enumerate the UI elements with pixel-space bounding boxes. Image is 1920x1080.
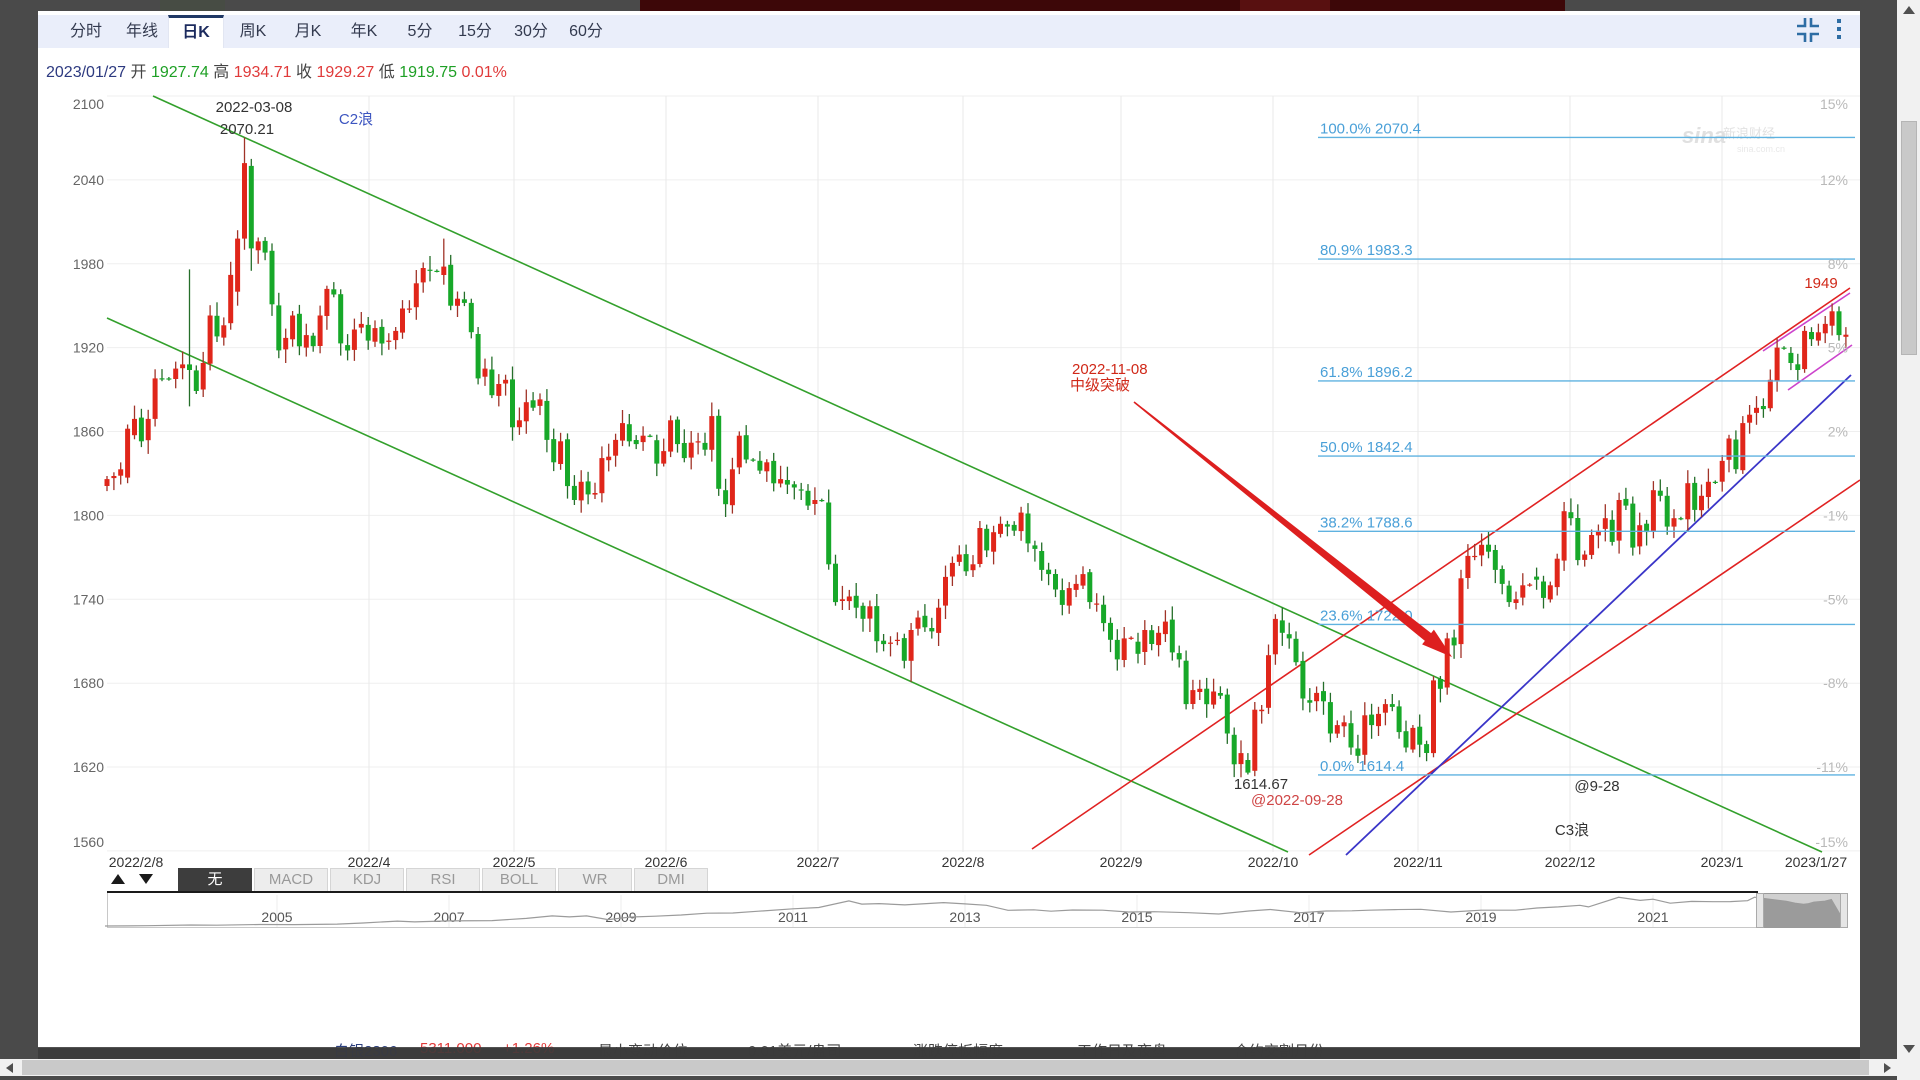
svg-text:2022-11-08: 2022-11-08 xyxy=(1072,361,1148,378)
svg-text:2011: 2011 xyxy=(778,909,808,925)
svg-text:2013: 2013 xyxy=(949,909,980,925)
svg-text:2005: 2005 xyxy=(261,909,292,925)
svg-text:2022-03-08: 2022-03-08 xyxy=(216,99,293,116)
svg-text:-5%: -5% xyxy=(1823,591,1848,607)
svg-text:sina: sina xyxy=(1682,123,1726,148)
svg-text:2070.21: 2070.21 xyxy=(220,121,274,138)
svg-text:C3浪: C3浪 xyxy=(1555,822,1589,839)
svg-text:2%: 2% xyxy=(1828,424,1848,440)
svg-text:1614.67: 1614.67 xyxy=(1234,776,1288,793)
svg-text:2022/2/8: 2022/2/8 xyxy=(109,854,164,870)
svg-text:2022/7: 2022/7 xyxy=(797,854,840,870)
svg-text:38.2% 1788.6: 38.2% 1788.6 xyxy=(1320,514,1413,531)
svg-text:5%: 5% xyxy=(1828,340,1848,356)
svg-text:@2022-09-28: @2022-09-28 xyxy=(1251,792,1343,809)
svg-text:100.0% 2070.4: 100.0% 2070.4 xyxy=(1320,120,1421,137)
svg-text:2007: 2007 xyxy=(433,909,464,925)
svg-text:2022/6: 2022/6 xyxy=(645,854,688,870)
svg-text:-15%: -15% xyxy=(1815,834,1848,850)
svg-text:12%: 12% xyxy=(1820,172,1848,188)
svg-text:15%: 15% xyxy=(1820,96,1848,112)
svg-text:-1%: -1% xyxy=(1823,507,1848,523)
svg-text:2022/9: 2022/9 xyxy=(1100,854,1143,870)
svg-text:sina.com.cn: sina.com.cn xyxy=(1737,144,1785,154)
svg-text:C2浪: C2浪 xyxy=(339,111,373,128)
svg-text:0.0% 1614.4: 0.0% 1614.4 xyxy=(1320,758,1404,775)
svg-text:61.8% 1896.2: 61.8% 1896.2 xyxy=(1320,364,1413,381)
svg-text:8%: 8% xyxy=(1828,256,1848,272)
svg-text:2023/1: 2023/1 xyxy=(1701,854,1744,870)
svg-text:-11%: -11% xyxy=(1816,759,1848,775)
svg-text:2019: 2019 xyxy=(1465,909,1496,925)
svg-text:2009: 2009 xyxy=(605,909,636,925)
svg-text:1620: 1620 xyxy=(73,759,104,775)
svg-text:-8%: -8% xyxy=(1823,675,1848,691)
svg-text:2022/11: 2022/11 xyxy=(1393,854,1443,870)
svg-text:1980: 1980 xyxy=(73,256,104,272)
svg-text:2022/8: 2022/8 xyxy=(942,854,985,870)
svg-text:2021: 2021 xyxy=(1637,909,1668,925)
svg-text:2022/12: 2022/12 xyxy=(1545,854,1596,870)
svg-text:2023/1/27: 2023/1/27 xyxy=(1785,854,1847,870)
svg-text:1860: 1860 xyxy=(73,424,104,440)
svg-text:2015: 2015 xyxy=(1121,909,1152,925)
svg-text:80.9% 1983.3: 80.9% 1983.3 xyxy=(1320,242,1413,259)
svg-text:2022/5: 2022/5 xyxy=(493,854,536,870)
svg-text:1949: 1949 xyxy=(1804,275,1837,292)
svg-text:@9-28: @9-28 xyxy=(1574,778,1619,795)
svg-text:中级突破: 中级突破 xyxy=(1070,377,1130,394)
svg-text:1920: 1920 xyxy=(73,340,104,356)
svg-text:2022/10: 2022/10 xyxy=(1248,854,1299,870)
svg-text:2100: 2100 xyxy=(73,96,104,112)
svg-text:1800: 1800 xyxy=(73,507,104,523)
svg-text:2040: 2040 xyxy=(73,172,104,188)
svg-text:1560: 1560 xyxy=(73,834,104,850)
svg-text:1740: 1740 xyxy=(73,591,104,607)
svg-text:1680: 1680 xyxy=(73,675,104,691)
svg-text:2022/4: 2022/4 xyxy=(348,854,391,870)
svg-text:50.0% 1842.4: 50.0% 1842.4 xyxy=(1320,439,1413,456)
